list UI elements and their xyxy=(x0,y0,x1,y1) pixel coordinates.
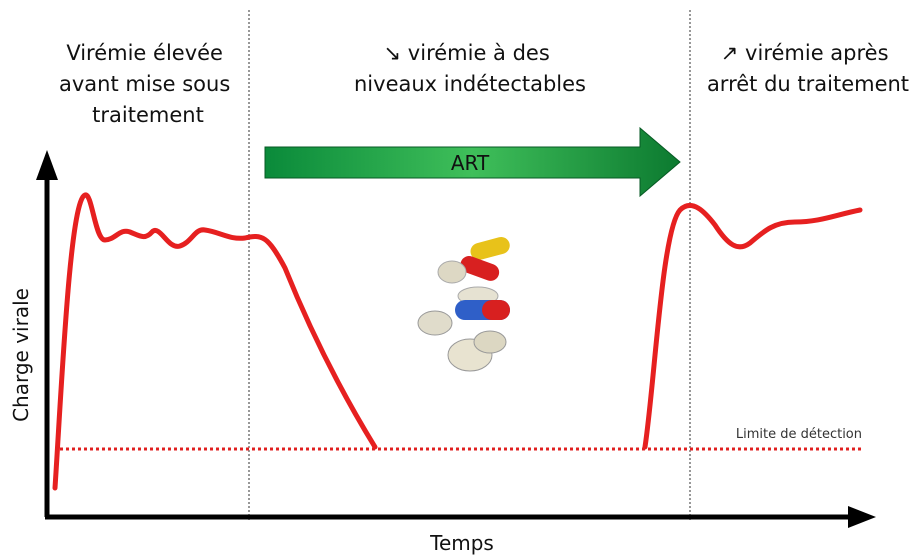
y-axis-arrow xyxy=(36,150,58,180)
phase-header: ↘ virémie à des niveaux indétectables xyxy=(354,41,586,96)
phase-header: ↗ virémie après arrêt du traitement xyxy=(707,41,909,96)
phase-line: arrêt du traitement xyxy=(707,72,909,96)
treatment-arrow xyxy=(264,126,681,198)
phase-line: traitement xyxy=(92,103,204,127)
treatment-label: ART xyxy=(451,151,490,175)
phase-line: avant mise sous xyxy=(59,72,230,96)
viral-load-curve xyxy=(52,192,378,491)
pills-illustration xyxy=(417,237,510,372)
x-axis-label: Temps xyxy=(429,531,494,555)
viral-load-curve xyxy=(642,202,863,450)
threshold-label: Limite de détection xyxy=(736,427,862,442)
phase-line: ↘ virémie à des xyxy=(384,41,550,65)
y-axis-label: Charge virale xyxy=(9,288,33,422)
phase-line: niveaux indétectables xyxy=(354,72,586,96)
x-axis-arrow xyxy=(848,506,876,528)
phase-header: Virémie élevée avant mise sous traitemen… xyxy=(59,41,237,127)
phase-line: Virémie élevée xyxy=(66,41,223,65)
phase-line: ↗ virémie après xyxy=(721,41,889,65)
